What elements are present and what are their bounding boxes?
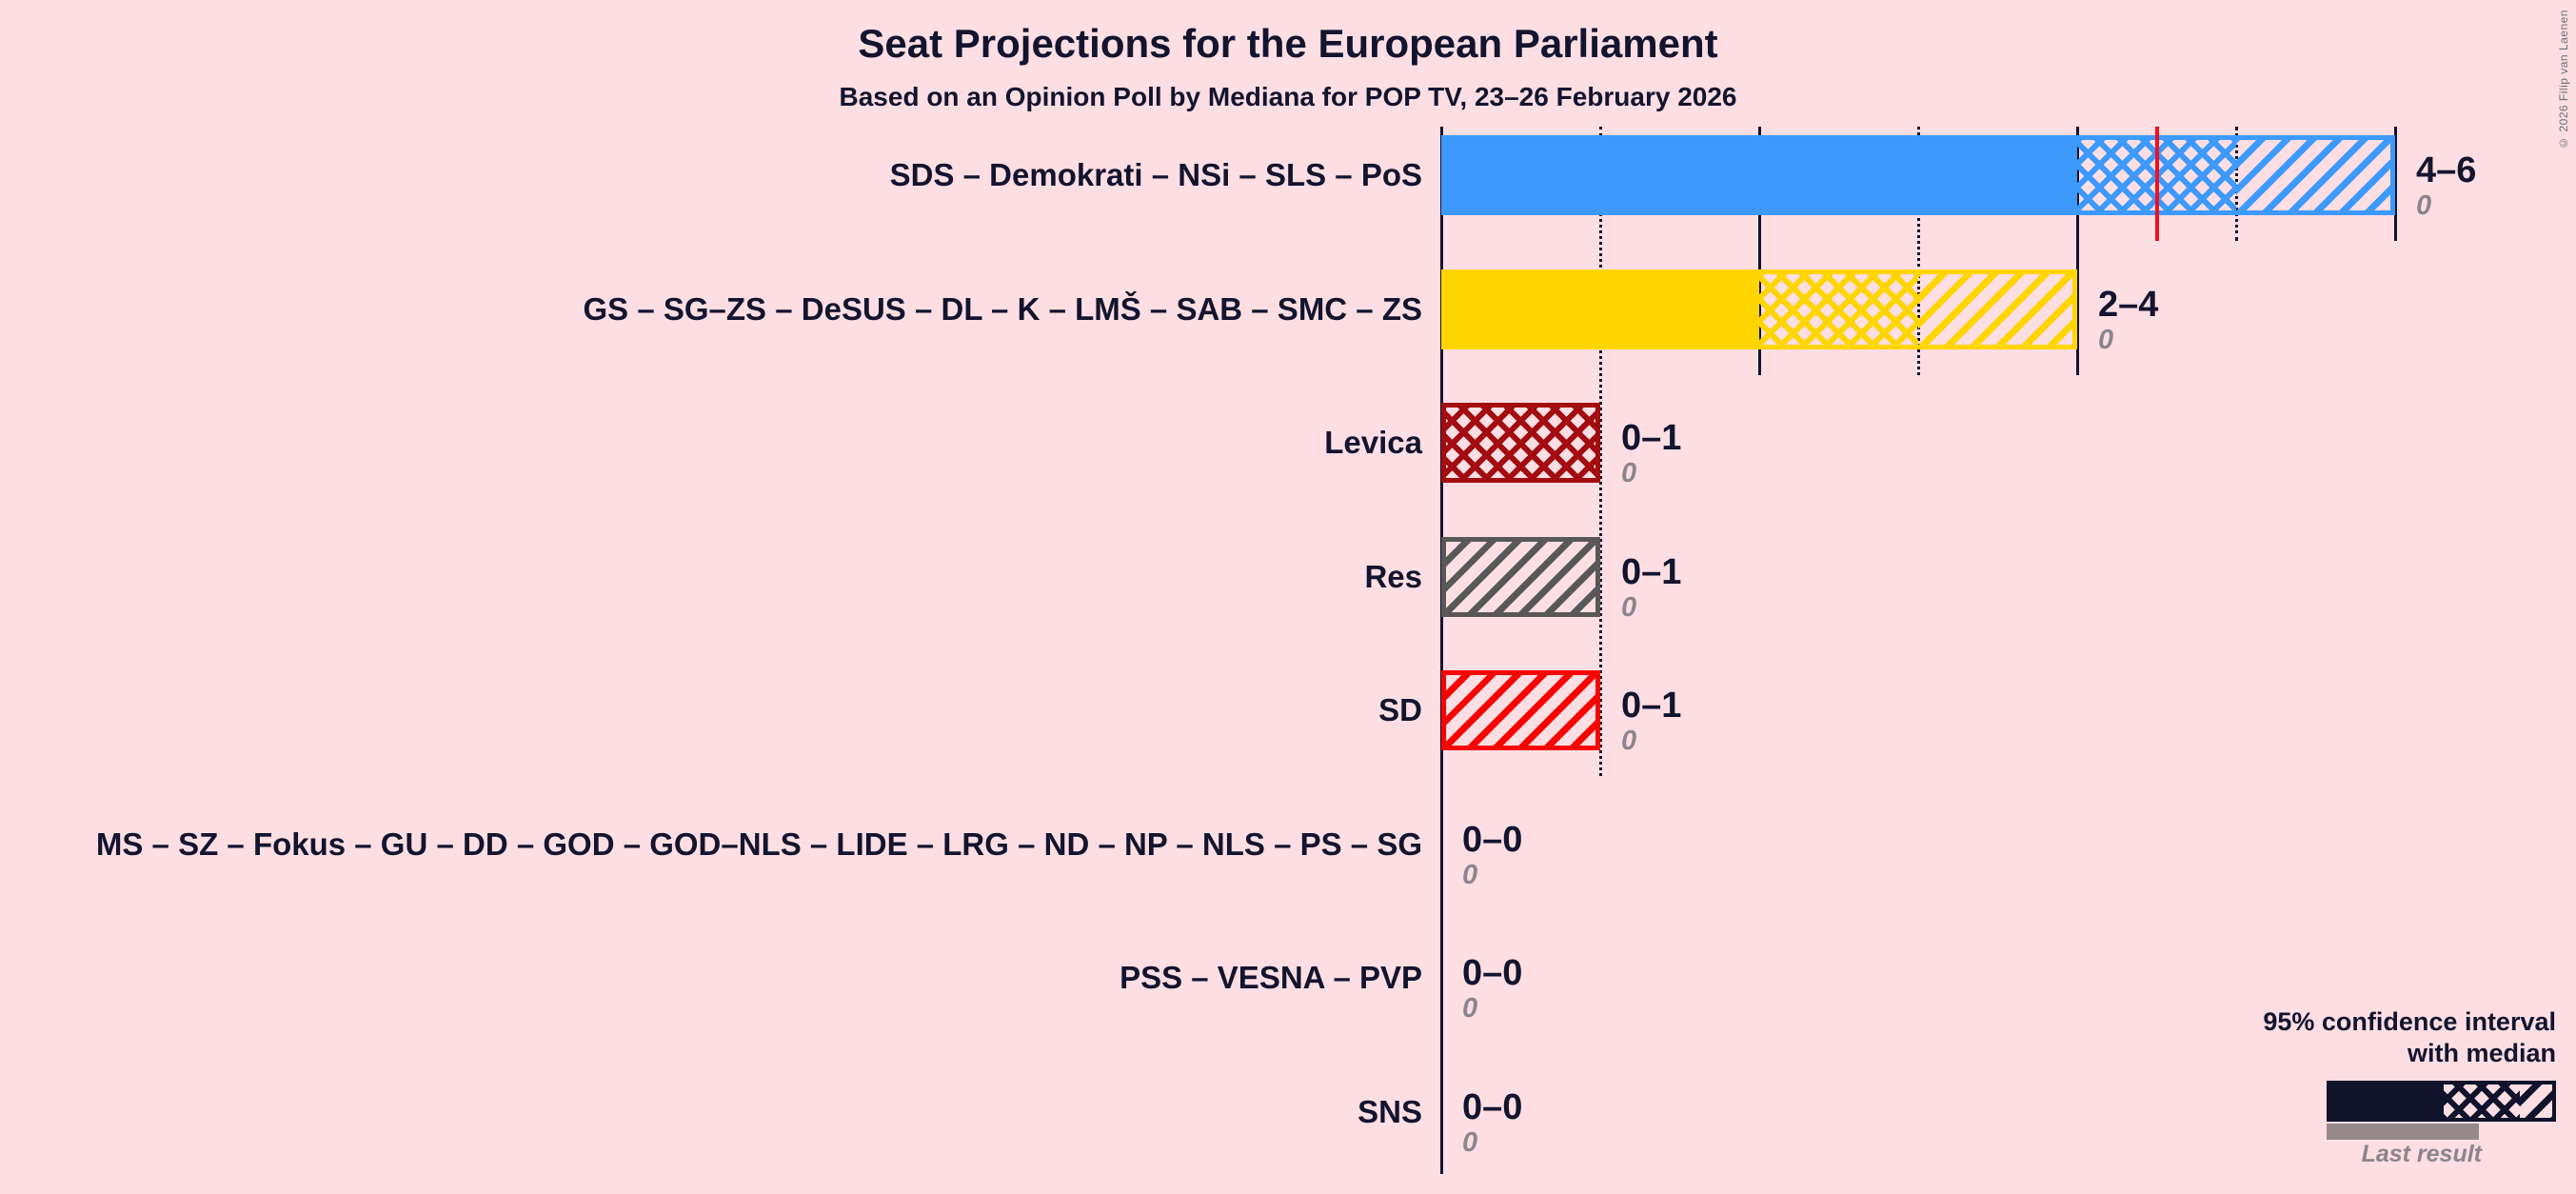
legend-last-result-bar — [2327, 1124, 2479, 1140]
ci-range-label: 0–1 — [1621, 418, 1682, 458]
ci-range-label: 0–0 — [1462, 819, 1523, 860]
last-result-value: 0 — [1462, 859, 1478, 890]
seat-projection-bar — [1441, 135, 2395, 215]
bar-outline — [1441, 135, 2395, 215]
gridline-seat-1 — [1598, 127, 1602, 776]
party-label: SD — [1378, 692, 1422, 727]
ci-range-label-group: 0–1 0 — [1621, 418, 1681, 488]
gridline-seat-2 — [1757, 127, 1761, 375]
party-label: GS – SG–ZS – DeSUS – DL – K – LMŠ – SAB … — [583, 290, 1423, 327]
legend-sample-outline — [2327, 1081, 2556, 1122]
legend-sample-diagonal — [2520, 1081, 2556, 1122]
party-label: Levica — [1324, 425, 1422, 460]
bar-segment-solid — [1441, 135, 2077, 215]
bar-outline — [1441, 536, 1600, 617]
ci-range-label: 0–1 — [1621, 551, 1682, 592]
bar-segment-diagonal-hatch — [1441, 536, 1600, 617]
copyright-notice: © 2026 Filip van Laenen — [2557, 10, 2570, 149]
gridline-seat-3 — [1916, 127, 1920, 375]
bar-segment-diagonal-hatch — [1918, 269, 2077, 349]
majority-threshold-line — [2154, 127, 2159, 241]
party-label: SNS — [1357, 1093, 1422, 1129]
ci-range-label: 0–1 — [1621, 686, 1682, 726]
ci-range-label-group: 0–0 0 — [1462, 820, 1522, 890]
x-axis-zero-line — [1439, 127, 1443, 1174]
last-result-value: 0 — [1462, 1126, 1478, 1158]
chart-subtitle: Based on an Opinion Poll by Mediana for … — [839, 82, 1737, 111]
legend-last-result-label: Last result — [2361, 1141, 2482, 1167]
ci-range-label-group: 2–4 0 — [2098, 285, 2158, 355]
bar-segment-solid — [1441, 269, 1759, 349]
bar-outline — [1441, 269, 2077, 349]
last-result-value: 0 — [1462, 993, 1478, 1024]
ci-range-label-group: 4–6 0 — [2416, 150, 2476, 221]
seat-projection-bar — [1441, 536, 1600, 617]
last-result-value: 0 — [1621, 726, 1637, 756]
ci-range-label: 0–0 — [1462, 1086, 1523, 1127]
chart-title: Seat Projections for the European Parlia… — [858, 21, 1718, 66]
legend-ci-label: 95% confidence interval with median — [2263, 1006, 2556, 1069]
bar-segment-diagonal-hatch — [1441, 670, 1600, 750]
bar-outline — [1441, 403, 1600, 483]
ci-range-label: 2–4 — [2098, 284, 2159, 325]
seat-projection-bar — [1441, 403, 1600, 483]
legend-sample-solid — [2327, 1081, 2444, 1122]
legend-ci-line1: 95% confidence interval — [2263, 1007, 2556, 1036]
seat-projection-bar — [1441, 670, 1600, 750]
ci-range-label-group: 0–1 0 — [1621, 686, 1681, 756]
ci-range-label: 4–6 — [2416, 150, 2477, 190]
last-result-value: 0 — [1621, 591, 1637, 623]
ci-range-label-group: 0–0 0 — [1462, 953, 1522, 1024]
party-label: PSS – VESNA – PVP — [1120, 960, 1422, 995]
seat-projection-bar — [1441, 269, 2077, 349]
bar-segment-diagonal-hatch — [2236, 135, 2395, 215]
legend-ci-sample-bar — [2327, 1081, 2556, 1122]
last-result-value: 0 — [2098, 324, 2114, 355]
bar-outline — [1441, 670, 1600, 750]
legend-sample-crosshatch — [2444, 1081, 2520, 1122]
bar-segment-crosshatch — [1759, 269, 1918, 349]
last-result-value: 0 — [1621, 458, 1637, 488]
bar-segment-crosshatch — [1441, 403, 1600, 483]
party-label: Res — [1364, 558, 1422, 594]
party-label: MS – SZ – Fokus – GU – DD – GOD – GOD–NL… — [95, 826, 1422, 862]
legend-ci-line2: with median — [2407, 1039, 2556, 1067]
ci-range-label-group: 0–1 0 — [1621, 552, 1681, 623]
gridline-seat-6 — [2393, 127, 2397, 241]
party-label: SDS – Demokrati – NSi – SLS – PoS — [889, 157, 1422, 192]
last-result-value: 0 — [2416, 190, 2432, 221]
ci-range-label: 0–0 — [1462, 953, 1523, 993]
ci-range-label-group: 0–0 0 — [1462, 1087, 1522, 1158]
gridline-seat-4 — [2075, 127, 2079, 375]
